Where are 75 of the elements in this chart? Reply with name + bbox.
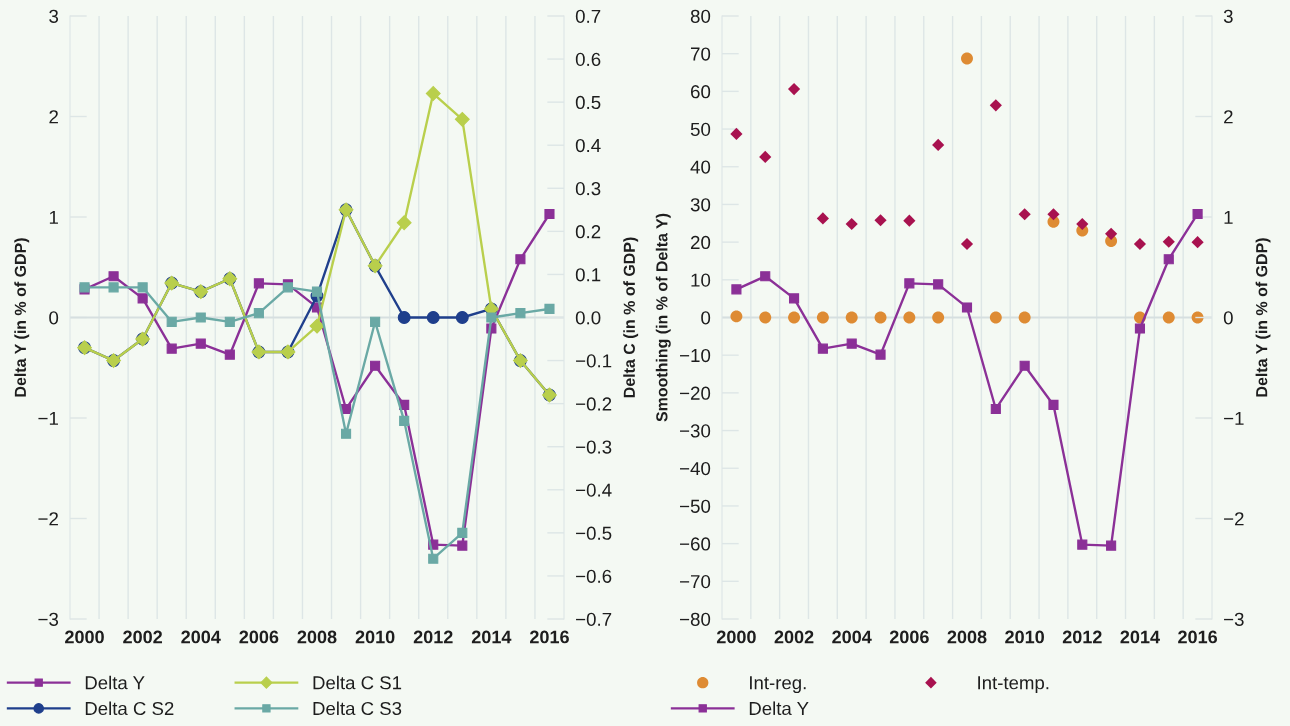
legend-label: Delta C S1 xyxy=(313,675,402,690)
x-tick-label: 2002 xyxy=(123,630,163,644)
y2-tick-label: 3 xyxy=(1223,9,1233,23)
y2-axis-title: Delta Y (in % of GDP) xyxy=(1255,238,1271,397)
y-tick-label: 2 xyxy=(49,110,58,124)
y-tick-label: 70 xyxy=(691,47,711,61)
legend-label: Delta C S2 xyxy=(85,701,174,716)
y-tick-label: −70 xyxy=(680,575,711,589)
y2-tick-label: 2 xyxy=(1224,110,1233,124)
y2-tick-label: 0.6 xyxy=(575,52,601,67)
y-tick-label: 3 xyxy=(49,9,59,23)
y2-tick-label: 1 xyxy=(1224,210,1233,224)
y2-tick-label: 0.5 xyxy=(575,95,601,110)
legend-label: Delta Y xyxy=(85,675,145,690)
x-tick-label: 2014 xyxy=(471,630,512,644)
y-tick-label: −20 xyxy=(680,386,711,400)
legend-label: Int-temp. xyxy=(978,676,1049,694)
x-tick-label: 2016 xyxy=(530,630,569,644)
y2-tick-label: −3 xyxy=(1224,612,1244,626)
x-tick-label: 2000 xyxy=(716,630,756,644)
y-tick-label: −2 xyxy=(38,512,58,526)
x-tick-label: 2000 xyxy=(65,630,104,644)
x-tick-label: 2006 xyxy=(239,630,279,644)
y-axis-title: Smoothing (in % of Delta Y) xyxy=(655,213,671,422)
y2-tick-label: −0.1 xyxy=(576,354,612,368)
y-tick-label: −1 xyxy=(38,411,58,425)
y2-tick-label: −0.3 xyxy=(576,440,612,454)
y-tick-label: 10 xyxy=(691,273,711,287)
y2-tick-label: −0.6 xyxy=(576,569,612,583)
y-tick-label: 0 xyxy=(49,311,59,325)
y2-tick-label: 0.0 xyxy=(575,311,601,325)
y2-tick-label: 0.2 xyxy=(575,225,601,239)
y-tick-label: 30 xyxy=(690,198,711,212)
x-tick-label: 2002 xyxy=(774,630,814,644)
x-tick-label: 2008 xyxy=(297,630,337,644)
y-tick-label: 0 xyxy=(701,311,711,325)
x-tick-label: 2016 xyxy=(1178,630,1218,644)
x-tick-label: 2004 xyxy=(832,630,872,644)
y-tick-label: 1 xyxy=(49,210,58,224)
x-tick-label: 2014 xyxy=(1120,630,1160,644)
y-tick-label: 40 xyxy=(690,160,711,174)
y-tick-label: −40 xyxy=(680,461,711,476)
x-tick-label: 2012 xyxy=(413,630,453,644)
y2-tick-label: −1 xyxy=(1224,411,1244,425)
legend-label: Delta Y xyxy=(749,701,809,716)
y-axis-title: Delta Y (in % of GDP) xyxy=(14,238,30,397)
x-tick-label: 2006 xyxy=(889,630,929,644)
y2-axis-title: Delta C (in % of GDP) xyxy=(623,237,639,398)
y2-tick-label: −0.7 xyxy=(576,612,612,626)
y2-tick-label: −0.5 xyxy=(576,526,612,540)
y-tick-label: 20 xyxy=(690,235,711,250)
y2-tick-label: 0.4 xyxy=(575,138,601,153)
x-tick-label: 2012 xyxy=(1062,630,1102,644)
y-tick-label: 50 xyxy=(690,122,711,137)
legend-label: Int-reg. xyxy=(750,676,806,694)
y-tick-label: −3 xyxy=(38,612,59,626)
x-tick-label: 2004 xyxy=(181,630,221,644)
y2-tick-label: −0.2 xyxy=(576,397,612,411)
legend-label: Delta C S3 xyxy=(313,701,402,716)
y-tick-label: −50 xyxy=(680,499,711,513)
x-tick-label: 2008 xyxy=(947,630,987,644)
y-tick-label: 60 xyxy=(690,85,711,99)
y2-tick-label: −2 xyxy=(1224,512,1244,526)
y-tick-label: −80 xyxy=(680,612,711,626)
y2-tick-label: 0.3 xyxy=(575,181,601,196)
y2-tick-label: −0.4 xyxy=(576,483,612,497)
y2-tick-label: 0.7 xyxy=(575,9,601,23)
x-tick-label: 2010 xyxy=(1005,630,1044,644)
y-tick-label: −60 xyxy=(680,537,711,551)
y-tick-label: −30 xyxy=(680,424,711,438)
y-tick-label: 80 xyxy=(690,9,711,23)
y2-tick-label: 0 xyxy=(1223,311,1233,325)
x-tick-label: 2010 xyxy=(355,630,395,644)
y-tick-label: −10 xyxy=(680,348,711,363)
y2-tick-label: 0.1 xyxy=(575,268,601,282)
